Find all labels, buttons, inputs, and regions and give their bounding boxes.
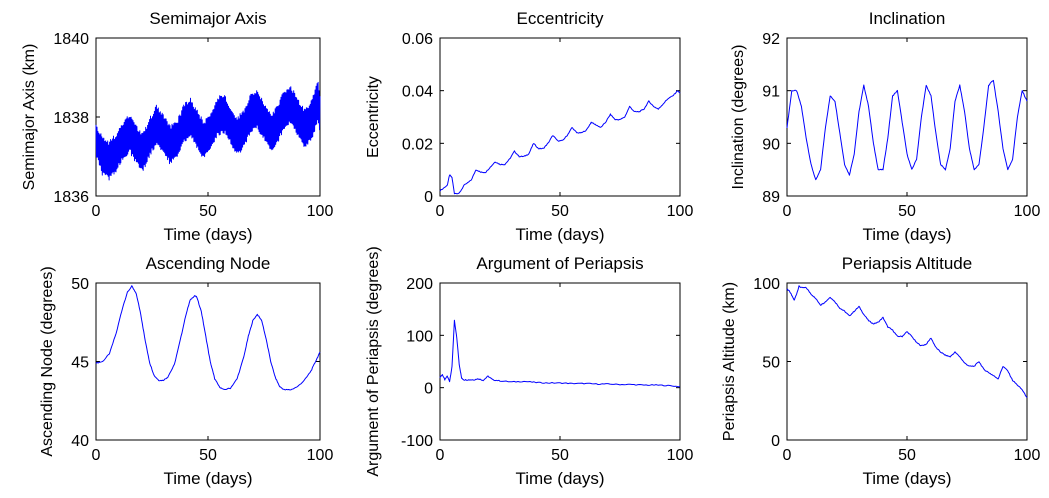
argument-of-periapsis-axes <box>439 282 681 441</box>
inclination-xtick-label: 0 <box>783 203 792 220</box>
periapsis-altitude-xlabel: Time (days) <box>862 469 951 488</box>
argument-of-periapsis-ylabel: Argument of Periapsis (degrees) <box>365 246 382 476</box>
periapsis-altitude-axes <box>786 282 1028 441</box>
argument-of-periapsis-ytick-label: -100 <box>401 433 433 450</box>
inclination-ytick-label: 89 <box>762 189 780 206</box>
ascending-node-xtick-label: 0 <box>92 447 101 464</box>
argument-of-periapsis-series-line <box>439 319 681 388</box>
semimajor-axis-xtick-label: 100 <box>307 203 334 220</box>
argument-of-periapsis-panel: Argument of Periapsis Time (days) Argument… <box>365 246 693 488</box>
inclination-series-line <box>786 79 1028 181</box>
eccentricity-ytick-label: 0.02 <box>402 136 433 153</box>
inclination-ytick-label: 91 <box>762 84 780 101</box>
ascending-node-title: Ascending Node <box>146 254 271 273</box>
inclination-xtick-label: 100 <box>1014 203 1041 220</box>
argument-of-periapsis-xtick-label: 100 <box>667 447 694 464</box>
eccentricity-xlabel: Time (days) <box>515 225 604 244</box>
ascending-node-ytick-label: 40 <box>71 433 89 450</box>
inclination-title: Inclination <box>869 9 946 28</box>
periapsis-altitude-ytick-label: 100 <box>753 276 780 293</box>
ascending-node-series-line <box>95 285 321 391</box>
inclination-panel: Inclination Time (days) Inclination (degre… <box>730 9 1040 244</box>
inclination-ytick-label: 90 <box>762 136 780 153</box>
inclination-xlabel: Time (days) <box>862 225 951 244</box>
argument-of-periapsis-ytick-label: 0 <box>424 381 433 398</box>
ascending-node-ytick-label: 45 <box>71 355 89 372</box>
eccentricity-ytick-label: 0.06 <box>402 31 433 48</box>
semimajor-axis-xtick-label: 0 <box>92 203 101 220</box>
argument-of-periapsis-title: Argument of Periapsis <box>476 254 643 273</box>
eccentricity-ytick-label: 0.04 <box>402 84 433 101</box>
inclination-xtick-label: 50 <box>898 203 916 220</box>
ascending-node-xtick-label: 100 <box>307 447 334 464</box>
periapsis-altitude-ylabel: Periapsis Altitude (km) <box>721 282 738 441</box>
semimajor-axis-series-line <box>95 81 321 181</box>
ascending-node-xtick-label: 50 <box>199 447 217 464</box>
ascending-node-panel: Ascending Node Time (days) Ascending Node … <box>39 254 333 488</box>
periapsis-altitude-xtick-label: 0 <box>783 447 792 464</box>
semimajor-axis-ytick-label: 1838 <box>53 110 89 127</box>
periapsis-altitude-title: Periapsis Altitude <box>842 254 972 273</box>
eccentricity-axes <box>439 37 681 197</box>
inclination-ytick-label: 92 <box>762 31 780 48</box>
eccentricity-series-line <box>439 90 681 195</box>
periapsis-altitude-xtick-label: 50 <box>898 447 916 464</box>
periapsis-altitude-ytick-label: 0 <box>771 433 780 450</box>
eccentricity-panel: Eccentricity Time (days) Eccentricity 0 50 10… <box>365 9 693 244</box>
semimajor-axis-ytick-label: 1840 <box>53 31 89 48</box>
semimajor-axis-ylabel: Semimajor Axis (km) <box>21 44 38 191</box>
periapsis-altitude-series-line <box>786 285 1028 398</box>
eccentricity-xtick-label: 50 <box>551 203 569 220</box>
ascending-node-ytick-label: 50 <box>71 276 89 293</box>
eccentricity-ytick-label: 0 <box>424 189 433 206</box>
eccentricity-xtick-label: 100 <box>667 203 694 220</box>
ascending-node-ylabel: Ascending Node (degrees) <box>39 266 56 456</box>
ascending-node-xlabel: Time (days) <box>163 469 252 488</box>
argument-of-periapsis-xtick-label: 50 <box>551 447 569 464</box>
periapsis-altitude-xtick-label: 100 <box>1014 447 1041 464</box>
periapsis-altitude-ytick-label: 50 <box>762 355 780 372</box>
argument-of-periapsis-xlabel: Time (days) <box>515 469 604 488</box>
semimajor-axis-xtick-label: 50 <box>199 203 217 220</box>
semimajor-axis-title: Semimajor Axis <box>149 9 266 28</box>
argument-of-periapsis-ytick-label: 200 <box>406 276 433 293</box>
semimajor-axis-ytick-label: 1836 <box>53 189 89 206</box>
argument-of-periapsis-xtick-label: 0 <box>436 447 445 464</box>
argument-of-periapsis-ytick-label: 100 <box>406 328 433 345</box>
inclination-ylabel: Inclination (degrees) <box>730 45 747 190</box>
eccentricity-xtick-label: 0 <box>436 203 445 220</box>
ascending-node-axes <box>95 282 321 441</box>
periapsis-altitude-panel: Periapsis Altitude Time (days) Periapsis A… <box>721 254 1040 488</box>
eccentricity-ylabel: Eccentricity <box>365 76 382 158</box>
eccentricity-title: Eccentricity <box>517 9 604 28</box>
semimajor-axis-panel: Semimajor Axis Time (days) Semimajor Axis … <box>21 9 333 244</box>
inclination-axes <box>786 37 1028 197</box>
semimajor-axis-xlabel: Time (days) <box>163 225 252 244</box>
